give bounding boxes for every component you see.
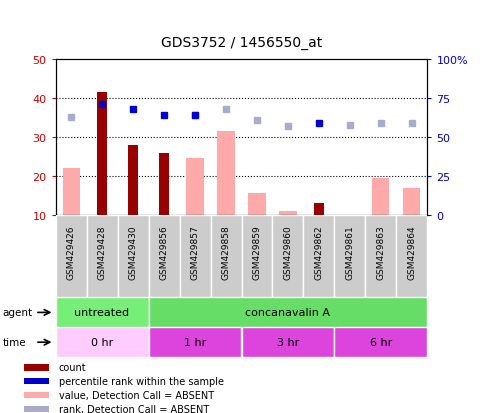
Bar: [24, 378, 49, 385]
Bar: [159, 153, 169, 215]
Bar: [97, 93, 107, 215]
Text: time: time: [2, 337, 26, 347]
Text: untreated: untreated: [74, 308, 129, 318]
Bar: [372, 178, 389, 215]
Text: concanavalin A: concanavalin A: [245, 308, 330, 318]
Text: GSM429857: GSM429857: [190, 225, 199, 280]
Bar: [86, 215, 117, 298]
Text: GSM429426: GSM429426: [67, 225, 75, 280]
Bar: [314, 204, 324, 215]
Bar: [56, 298, 149, 328]
Bar: [149, 298, 427, 328]
Text: GSM429863: GSM429863: [376, 225, 385, 280]
Bar: [217, 132, 235, 215]
Text: 3 hr: 3 hr: [277, 337, 299, 347]
Bar: [303, 215, 334, 298]
Text: GSM429862: GSM429862: [314, 225, 324, 280]
Bar: [149, 215, 180, 298]
Bar: [397, 215, 427, 298]
Bar: [248, 194, 266, 215]
Bar: [128, 145, 138, 215]
Text: GSM429860: GSM429860: [284, 225, 293, 280]
Bar: [272, 215, 303, 298]
Text: value, Detection Call = ABSENT: value, Detection Call = ABSENT: [58, 390, 213, 400]
Bar: [117, 215, 149, 298]
Bar: [180, 215, 211, 298]
Bar: [366, 215, 397, 298]
Text: GSM429864: GSM429864: [408, 225, 416, 280]
Bar: [211, 215, 242, 298]
Bar: [24, 406, 49, 413]
Bar: [242, 328, 334, 357]
Text: 1 hr: 1 hr: [184, 337, 206, 347]
Text: 6 hr: 6 hr: [370, 337, 392, 347]
Bar: [186, 159, 203, 215]
Bar: [280, 211, 297, 215]
Text: agent: agent: [2, 308, 32, 318]
Bar: [24, 392, 49, 399]
Text: GSM429430: GSM429430: [128, 225, 138, 280]
Text: GSM429428: GSM429428: [98, 225, 107, 280]
Text: rank, Detection Call = ABSENT: rank, Detection Call = ABSENT: [58, 404, 209, 413]
Bar: [56, 328, 149, 357]
Text: percentile rank within the sample: percentile rank within the sample: [58, 376, 224, 386]
Text: GSM429856: GSM429856: [159, 225, 169, 280]
Text: GSM429859: GSM429859: [253, 225, 261, 280]
Text: GSM429861: GSM429861: [345, 225, 355, 280]
Bar: [24, 364, 49, 370]
Bar: [334, 328, 427, 357]
Bar: [149, 328, 242, 357]
Text: GSM429858: GSM429858: [222, 225, 230, 280]
Text: GDS3752 / 1456550_at: GDS3752 / 1456550_at: [161, 36, 322, 50]
Bar: [62, 169, 80, 215]
Bar: [56, 215, 86, 298]
Text: 0 hr: 0 hr: [91, 337, 113, 347]
Bar: [242, 215, 272, 298]
Text: count: count: [58, 362, 86, 372]
Bar: [403, 188, 421, 215]
Bar: [334, 215, 366, 298]
